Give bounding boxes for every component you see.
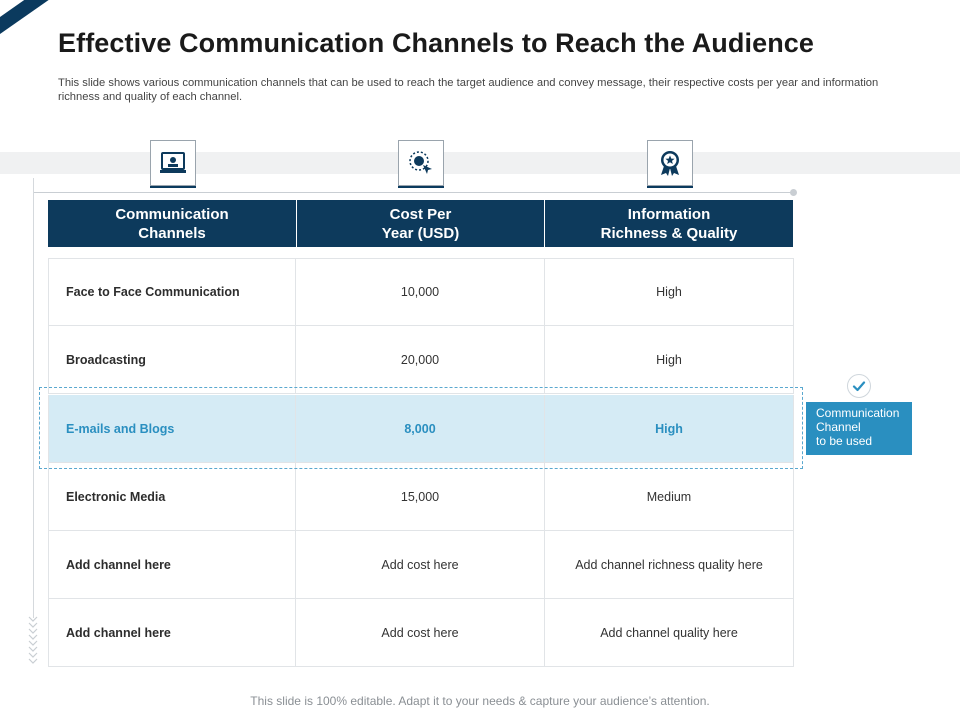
header-information-richness: Information Richness & Quality xyxy=(545,200,793,247)
quality-cell: Add channel richness quality here xyxy=(545,531,794,598)
quality-cell: Medium xyxy=(545,463,794,530)
cost-cell: Add cost here xyxy=(296,531,545,598)
channel-cell: Add channel here xyxy=(48,599,296,666)
highlight-dashed-frame xyxy=(39,387,803,469)
channel-cell: E-mails and Blogs xyxy=(48,395,296,462)
checkmark-icon-graphic xyxy=(852,381,866,392)
video-call-icon-graphic xyxy=(160,152,186,173)
header-communication-channels: Communication Channels xyxy=(48,200,297,247)
table-row: Add channel here Add cost here Add chann… xyxy=(48,531,794,599)
callout-label: Communication Channel to be used xyxy=(806,402,912,455)
target-click-icon xyxy=(398,140,444,186)
cost-cell: 20,000 xyxy=(296,326,545,393)
channel-cell: Broadcasting xyxy=(48,326,296,393)
cost-cell: 15,000 xyxy=(296,463,545,530)
target-click-icon-graphic xyxy=(409,151,432,174)
award-badge-icon-graphic xyxy=(661,151,679,176)
table-row-highlighted: E-mails and Blogs 8,000 High xyxy=(48,395,794,463)
header-label: Communication Channels xyxy=(115,205,229,242)
header-cost-per-year: Cost Per Year (USD) xyxy=(297,200,545,247)
header-label: Cost Per Year (USD) xyxy=(381,205,460,242)
vertical-guide-line xyxy=(33,178,34,618)
header-label: Information Richness & Quality xyxy=(600,205,738,242)
table-row: Broadcasting 20,000 High xyxy=(48,326,794,394)
cost-cell: 8,000 xyxy=(296,395,545,462)
video-call-icon xyxy=(150,140,196,186)
channel-cell: Electronic Media xyxy=(48,463,296,530)
cost-cell: 10,000 xyxy=(296,259,545,325)
timeline-dot xyxy=(790,189,797,196)
table-row: Electronic Media 15,000 Medium xyxy=(48,463,794,531)
quality-cell: High xyxy=(545,259,794,325)
channel-cell: Add channel here xyxy=(48,531,296,598)
checkmark-icon xyxy=(847,374,871,398)
corner-decoration xyxy=(0,0,56,47)
table-row: Add channel here Add cost here Add chann… xyxy=(48,599,794,667)
decorative-band xyxy=(0,152,960,174)
quality-cell: High xyxy=(545,395,794,462)
footer-note: This slide is 100% editable. Adapt it to… xyxy=(250,694,710,708)
table-row: Face to Face Communication 10,000 High xyxy=(48,258,794,326)
page-subtitle: This slide shows various communication c… xyxy=(58,77,879,103)
page-title: Effective Communication Channels to Reac… xyxy=(58,28,815,58)
quality-cell: High xyxy=(545,326,794,393)
cost-cell: Add cost here xyxy=(296,599,545,666)
quality-cell: Add channel quality here xyxy=(545,599,794,666)
award-badge-icon xyxy=(647,140,693,186)
channel-cell: Face to Face Communication xyxy=(48,259,296,325)
timeline-line xyxy=(34,192,794,193)
chevron-down-decoration-icon xyxy=(28,616,38,664)
